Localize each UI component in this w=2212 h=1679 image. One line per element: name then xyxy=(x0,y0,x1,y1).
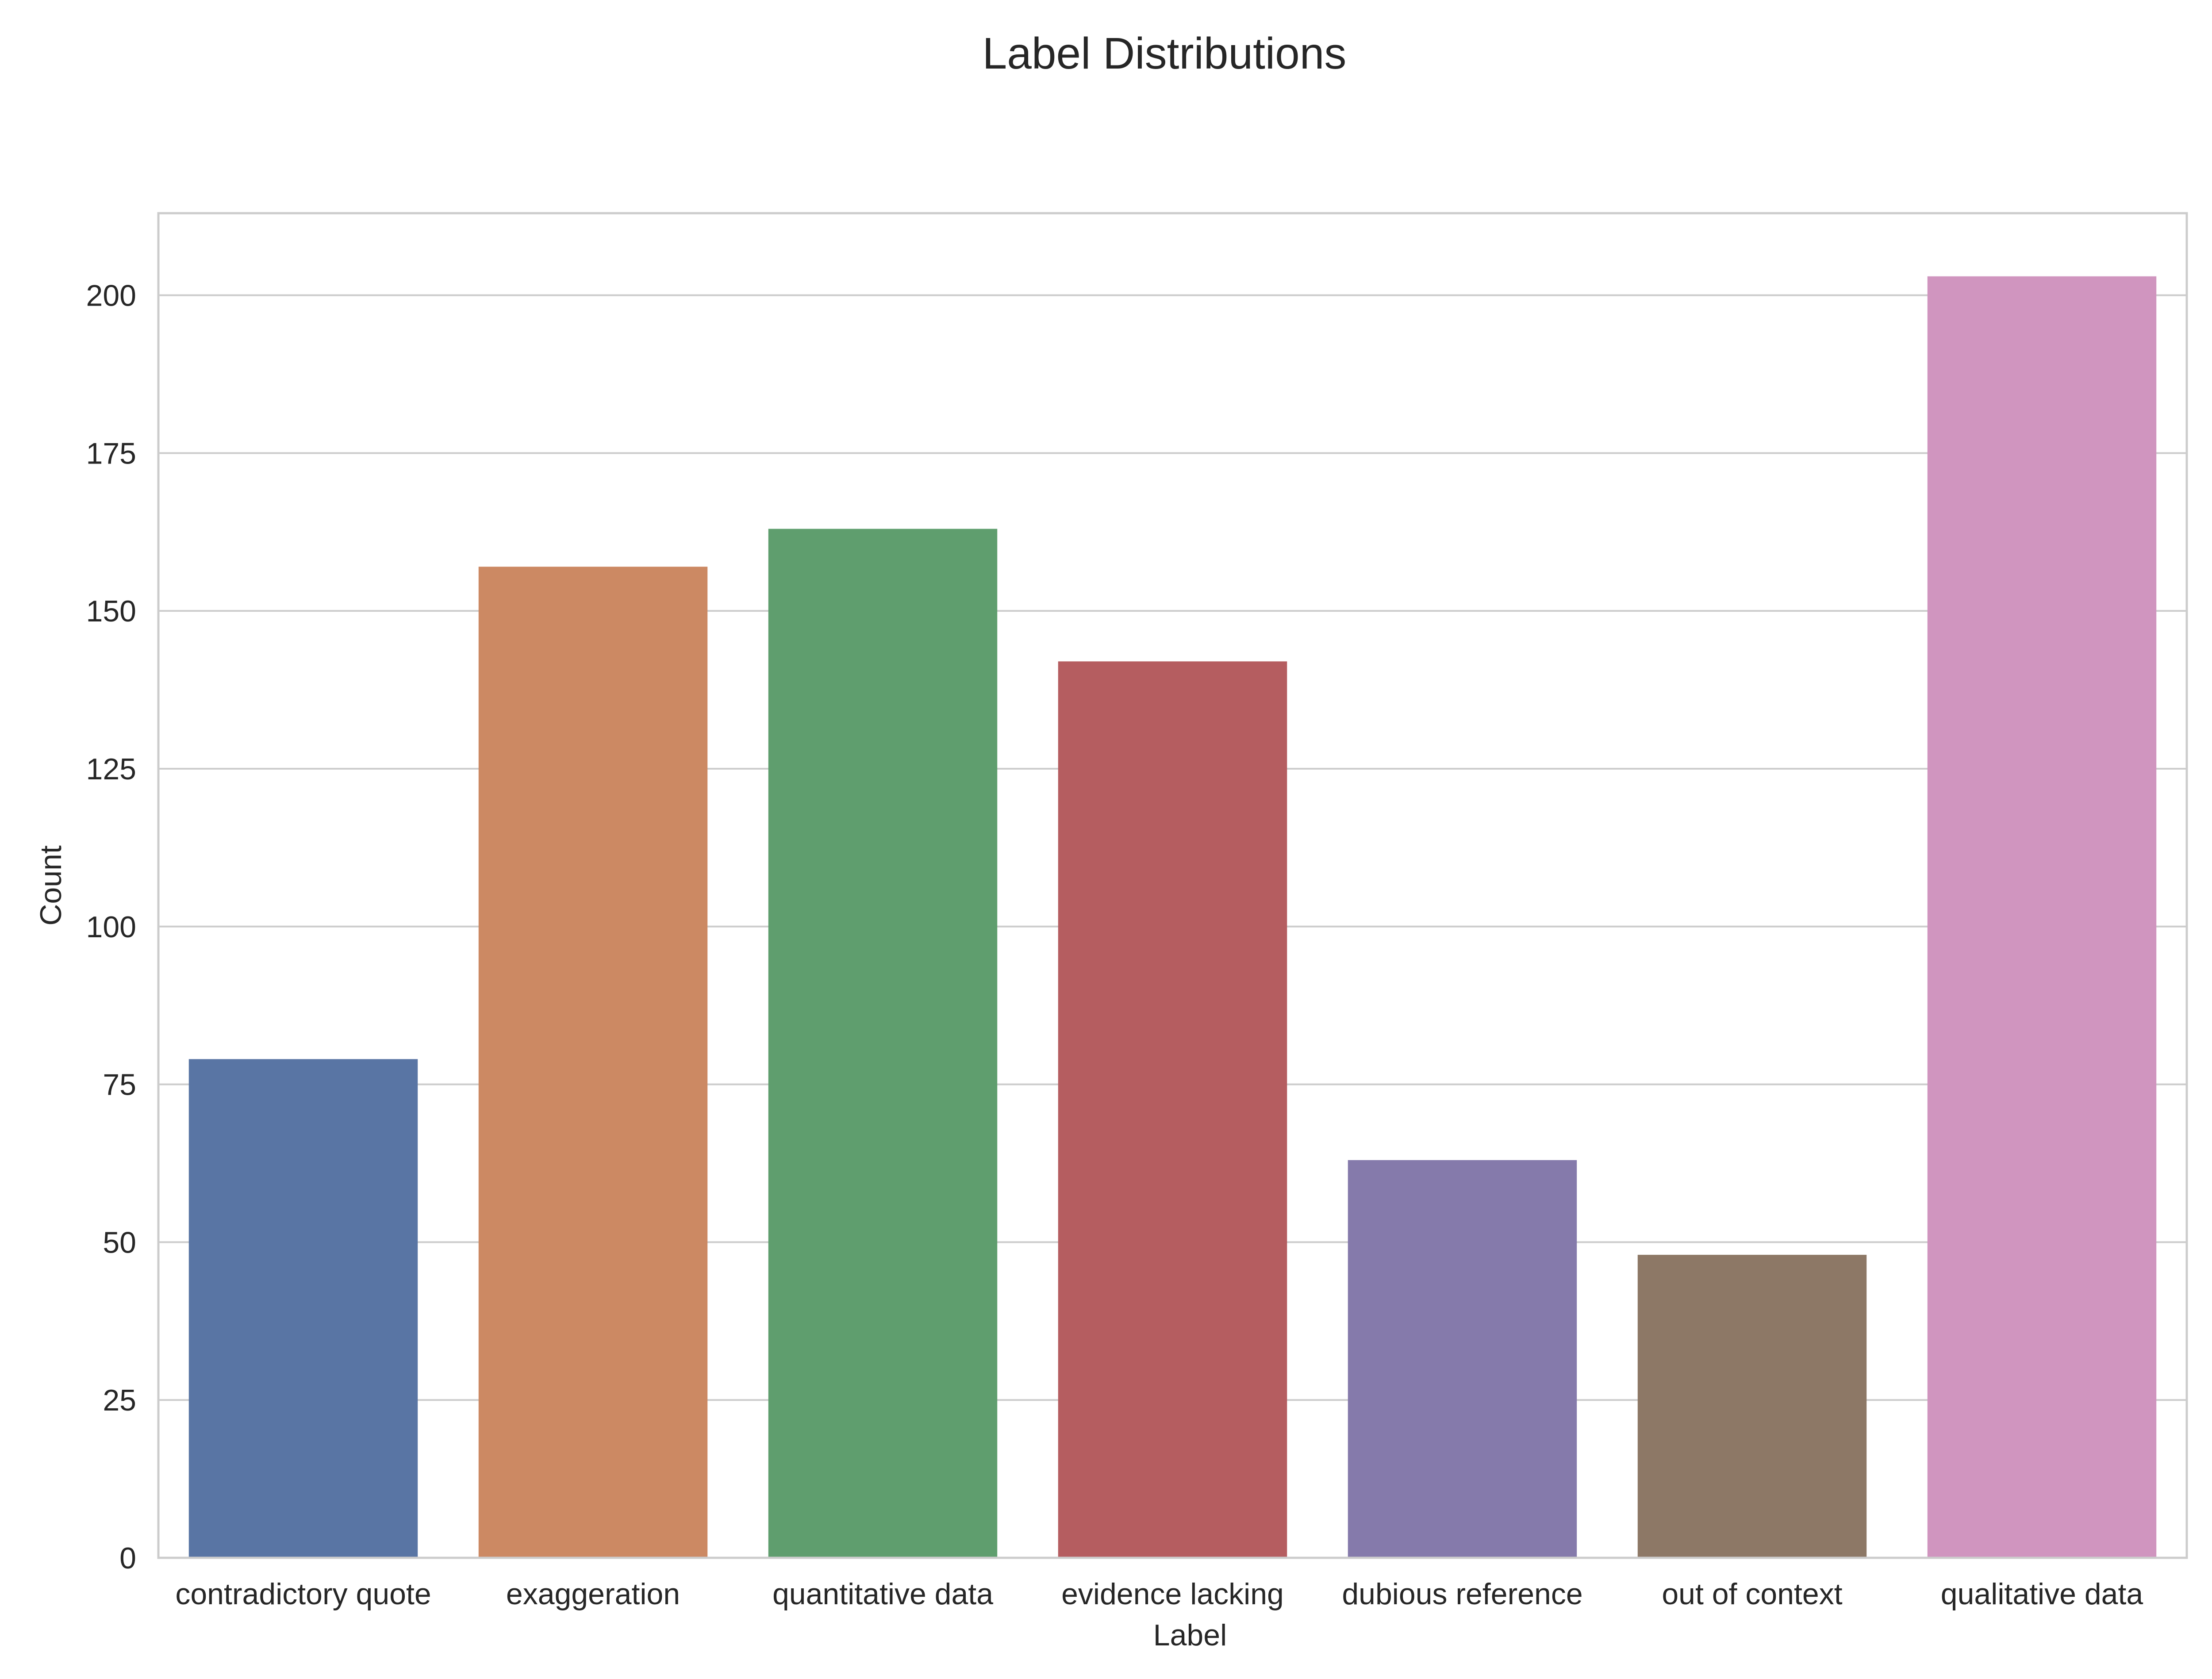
y-tick-label: 25 xyxy=(103,1384,136,1417)
y-tick-label: 0 xyxy=(119,1541,136,1575)
bar-out-of-context xyxy=(1637,1254,1867,1558)
bar-exaggeration xyxy=(478,567,708,1558)
y-tick-label: 125 xyxy=(86,752,136,786)
x-tick-label: exaggeration xyxy=(506,1577,680,1611)
bar-dubious-reference xyxy=(1348,1160,1577,1558)
y-axis-label: Count xyxy=(34,845,68,926)
bar-quantitative-data xyxy=(768,529,998,1558)
bars xyxy=(188,276,2157,1558)
x-axis-label: Label xyxy=(1153,1618,1227,1652)
y-tick-label: 75 xyxy=(103,1068,136,1102)
bar-contradictory-quote xyxy=(188,1059,418,1558)
y-tick-label: 100 xyxy=(86,910,136,944)
bar-evidence-lacking xyxy=(1058,661,1287,1558)
y-tick-label: 150 xyxy=(86,594,136,628)
x-tick-label: contradictory quote xyxy=(175,1577,431,1611)
y-tick-label: 50 xyxy=(103,1226,136,1259)
x-tick-label: evidence lacking xyxy=(1061,1577,1284,1611)
plot-frame xyxy=(157,212,2188,1559)
x-tick-label: out of context xyxy=(1662,1577,1842,1611)
x-tick-label: qualitative data xyxy=(1941,1577,2143,1611)
x-tick-labels: contradictory quote exaggeration quantitat… xyxy=(175,1577,2143,1611)
y-tick-label: 175 xyxy=(86,437,136,470)
chart-title: Label Distributions xyxy=(983,29,1347,78)
y-tick-labels: 0 25 50 75 100 125 150 175 200 xyxy=(86,279,136,1575)
x-tick-label: quantitative data xyxy=(772,1577,993,1611)
y-tick-label: 200 xyxy=(86,279,136,313)
bar-qualitative-data xyxy=(1927,276,2157,1558)
x-tick-label: dubious reference xyxy=(1342,1577,1582,1611)
